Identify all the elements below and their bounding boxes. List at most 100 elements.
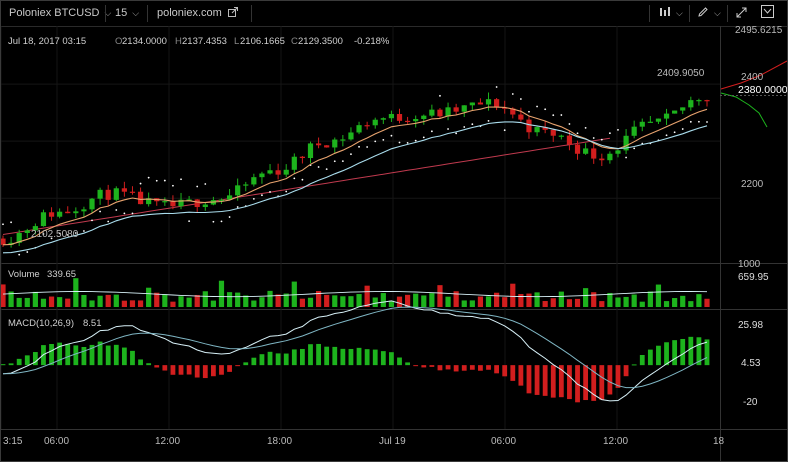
macd-histogram — [1, 336, 710, 403]
sar-dot — [592, 137, 595, 139]
sar-dot — [706, 121, 708, 123]
ohlc-date: Jul 18, 2017 03:15 — [8, 36, 86, 47]
macd-histogram-bar — [251, 357, 257, 366]
candle-body — [332, 139, 338, 148]
volume-bar — [372, 297, 378, 307]
macd-histogram-bar — [340, 348, 346, 366]
macd-histogram-bar — [550, 365, 556, 398]
volume-bar — [356, 294, 362, 307]
sar-dot — [107, 220, 110, 223]
ohlc-high-label: H — [175, 36, 182, 47]
volume-bar — [380, 293, 386, 307]
sar-dot — [220, 220, 223, 223]
candle-body — [477, 102, 484, 105]
sar-dot — [673, 131, 676, 134]
candle-body — [81, 209, 87, 212]
macd-histogram-bar — [324, 346, 330, 366]
candle-body — [283, 169, 289, 175]
volume-bar — [89, 300, 95, 307]
volume-bar — [591, 292, 597, 307]
candle-body — [542, 127, 548, 130]
macd-histogram-bar — [275, 353, 281, 366]
sar-dot — [131, 212, 134, 215]
candle — [421, 114, 427, 125]
candle — [299, 156, 306, 164]
candle — [372, 117, 378, 129]
candle — [615, 149, 621, 158]
volume-bar — [348, 296, 354, 307]
ohlc-close-label: C — [291, 36, 298, 47]
sar-dot — [366, 146, 369, 148]
candle — [477, 98, 484, 105]
volume-bar — [680, 295, 686, 307]
sar-dot — [42, 233, 45, 235]
candle-body — [307, 143, 314, 159]
macd-histogram-bar — [437, 365, 443, 371]
candle — [113, 186, 119, 201]
candle — [48, 207, 55, 221]
macd-histogram-bar — [316, 343, 321, 366]
source-link[interactable]: poloniex.com — [157, 1, 238, 26]
candle — [81, 206, 87, 218]
macd-histogram-bar — [113, 344, 119, 366]
volume-bar — [324, 294, 330, 307]
fullscreen-button[interactable] — [736, 1, 747, 26]
candle — [672, 110, 678, 114]
macd-signal-line — [2, 306, 708, 389]
sar-dot — [99, 210, 102, 213]
sar-dot — [422, 136, 425, 139]
drawing-tools-button[interactable]: ⌵ — [697, 1, 721, 26]
candle — [445, 102, 451, 121]
sar-dot — [463, 126, 466, 128]
ohlc-low-label: L — [234, 36, 239, 47]
candle-body — [558, 135, 564, 137]
expand-icon — [736, 7, 747, 18]
volume-bar — [1, 284, 6, 307]
chevron-down-icon: ⌵ — [714, 8, 721, 18]
sar-dot — [608, 132, 611, 135]
macd-tick-mid: 4.53 — [741, 358, 761, 369]
chevron-down-icon: ⌵ — [104, 8, 112, 18]
interval-selector[interactable]: 15 ⌵ — [115, 1, 139, 26]
sar-dot — [188, 220, 191, 223]
candle-body — [340, 139, 346, 141]
candle — [226, 189, 233, 201]
volume-bar — [16, 297, 22, 307]
sar-dot — [568, 123, 571, 125]
candle — [162, 197, 168, 206]
volume-bar — [226, 292, 233, 307]
sar-dot — [2, 223, 4, 226]
macd-histogram-bar — [24, 355, 30, 366]
candle-body — [469, 102, 475, 106]
volume-bar — [340, 296, 346, 307]
macd-histogram-bar — [186, 365, 192, 375]
macd-histogram-bar — [73, 345, 79, 366]
macd-histogram-bar — [235, 365, 241, 367]
candle-body — [688, 100, 694, 108]
volume-bar — [672, 298, 678, 307]
sar-dot — [285, 190, 288, 193]
volume-bar — [558, 291, 564, 307]
toolbar-divider — [147, 5, 148, 22]
time-tick: 06:00 — [44, 436, 69, 447]
candle — [558, 134, 564, 140]
toolbar-divider — [649, 5, 650, 22]
volume-bar — [154, 292, 160, 307]
symbol-selector[interactable]: Poloniex BTCUSD ⌵ — [9, 1, 111, 26]
sar-dot — [333, 160, 336, 163]
macd-histogram-bar — [421, 365, 427, 368]
candle-body — [356, 125, 362, 133]
candle — [429, 104, 435, 118]
volume-bars — [1, 278, 710, 307]
candle — [518, 107, 524, 122]
price-chart[interactable]: Jul 18, 2017 03:15 O 2134.0000 H 2137.43… — [1, 1, 787, 461]
macd-histogram-bar — [469, 365, 475, 370]
ohlc-close: 2129.3500 — [298, 36, 343, 47]
sar-dot — [584, 126, 587, 129]
candle-body — [583, 148, 589, 154]
macd-histogram-bar — [656, 345, 661, 366]
screenshot-button[interactable] — [761, 1, 774, 26]
chart-type-button[interactable]: ⌵ — [659, 1, 683, 26]
volume-bar — [105, 294, 111, 307]
candle-body — [574, 144, 581, 154]
